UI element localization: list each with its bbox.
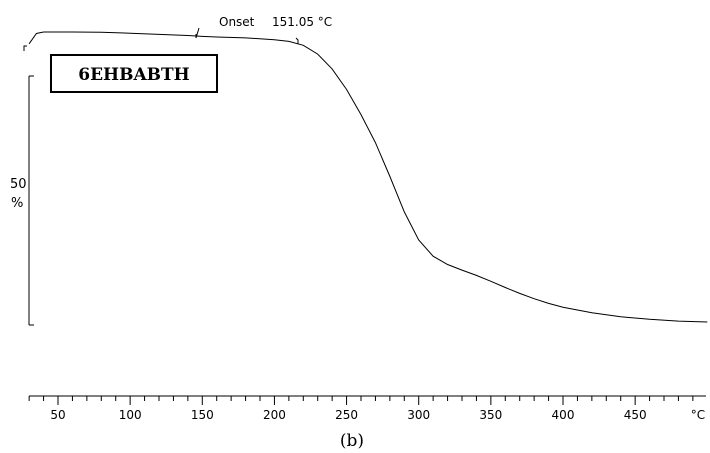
scale-bar-value: 50 — [10, 177, 27, 192]
x-tick-label: 450 — [624, 408, 647, 422]
x-axis-ticks — [28, 396, 694, 405]
series-line — [28, 31, 708, 323]
x-tick-label: 200 — [263, 408, 286, 422]
x-tick-label: 300 — [407, 408, 430, 422]
scale-bar-unit: % — [11, 196, 23, 211]
onset-text: Onset — [219, 15, 255, 29]
onset-marker — [195, 27, 200, 39]
x-tick-label: 350 — [479, 408, 502, 422]
x-tick-label: 50 — [50, 408, 65, 422]
x-tick-label: 250 — [335, 408, 358, 422]
figure-caption: (b) — [340, 431, 364, 451]
x-tick-label: 100 — [119, 408, 142, 422]
bracket-start-marker — [23, 45, 27, 51]
sample-label: 6EHBABTH — [78, 65, 190, 85]
onset-value: 151.05 °C — [272, 15, 332, 29]
x-unit-label: °C — [691, 408, 705, 422]
sample-label-box — [50, 54, 218, 93]
onset-end-marker — [295, 37, 299, 44]
x-tick-label: 150 — [191, 408, 214, 422]
x-axis-tick-labels: 50 100 150 200 250 300 350 400 450 — [50, 408, 646, 422]
x-tick-label: 400 — [552, 408, 575, 422]
